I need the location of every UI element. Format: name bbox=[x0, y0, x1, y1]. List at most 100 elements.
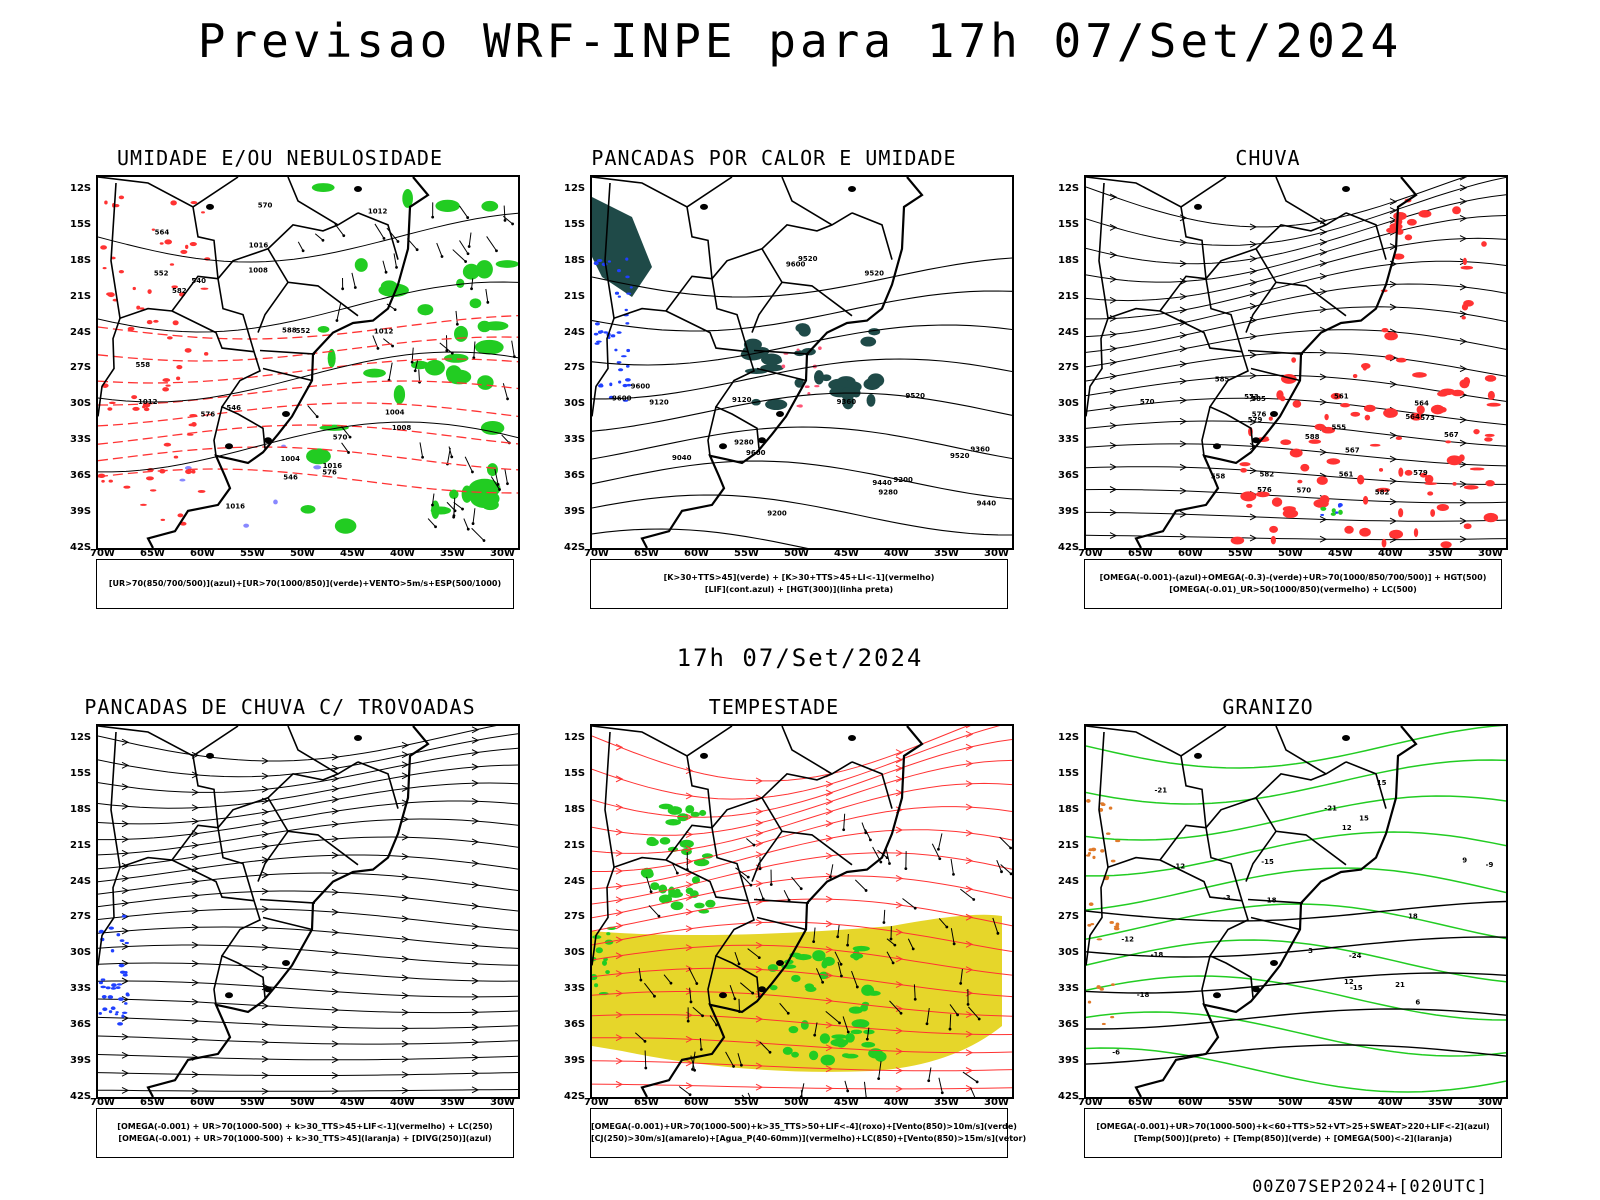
shaded-cell bbox=[102, 267, 107, 270]
wind-vector bbox=[414, 360, 419, 371]
y-tick-label: 39S bbox=[70, 506, 92, 518]
wind-vector bbox=[737, 1053, 742, 1066]
streamline bbox=[98, 764, 518, 809]
border-line bbox=[110, 731, 173, 869]
shaded-cell bbox=[317, 326, 330, 333]
wind-vector-head bbox=[977, 1017, 981, 1021]
wind-vector-head bbox=[893, 943, 897, 947]
wind-vector-head bbox=[452, 515, 456, 519]
contour-label: -21 bbox=[1324, 804, 1337, 812]
shaded-cell bbox=[1452, 481, 1457, 486]
streamline-arrow bbox=[121, 761, 130, 769]
shaded-cell bbox=[197, 489, 206, 493]
shaded-cell bbox=[646, 836, 657, 844]
wind-vector bbox=[473, 341, 476, 358]
map-chuva[interactable]: 588 585 582 579 576 573 570 567 564 561 558 555 576 5… bbox=[1084, 175, 1508, 550]
wind-vector bbox=[644, 1050, 647, 1069]
streamline-arrow bbox=[331, 1023, 340, 1031]
streamline-arrow bbox=[895, 826, 904, 834]
x-tick-label: 50W bbox=[290, 548, 315, 559]
shaded-cell bbox=[685, 805, 695, 814]
panel-title: PANCADAS POR CALOR E UMIDADE bbox=[591, 146, 957, 170]
streamline-arrow bbox=[1389, 380, 1398, 388]
wind-vector bbox=[1000, 864, 1012, 875]
contour-line bbox=[592, 426, 1012, 460]
streamline-arrow bbox=[1249, 394, 1258, 402]
wind-vector bbox=[885, 848, 890, 864]
contour-line bbox=[592, 528, 809, 548]
map-tempestade[interactable] bbox=[590, 724, 1014, 1099]
streamline-arrow bbox=[401, 1040, 410, 1048]
streamline bbox=[1086, 534, 1506, 541]
contour-label: 546 bbox=[283, 473, 298, 481]
streamline-arrow bbox=[191, 841, 200, 849]
streamline-arrow bbox=[965, 1067, 974, 1074]
contour-label: -15 bbox=[1350, 984, 1363, 992]
streamline-arrow bbox=[401, 1087, 410, 1094]
wind-vector-head bbox=[669, 981, 673, 985]
streamline-arrow bbox=[1249, 302, 1258, 310]
streamline bbox=[98, 854, 518, 883]
wind-vector-head bbox=[966, 1002, 970, 1006]
map-granizo[interactable]: -3 -6 -9 -12 -15 -18 -21 -12 -15 -18 -21 -24 3 6 9 12 15… bbox=[1084, 724, 1508, 1099]
streamline-arrow bbox=[191, 998, 200, 1006]
contour-label: 1012 bbox=[374, 327, 394, 335]
contour-line bbox=[1086, 867, 1506, 911]
map-pancadas-calor[interactable]: 9520 9600 9600 9600 9520 9440 9520 9360 9440 9280… bbox=[590, 175, 1014, 550]
y-tick-label: 21S bbox=[70, 839, 92, 851]
wind-vector-head bbox=[864, 889, 868, 892]
wind-vector-head bbox=[1000, 870, 1003, 874]
shaded-cell bbox=[1350, 411, 1361, 417]
streamline-arrow bbox=[121, 913, 130, 920]
streamline-arrow bbox=[471, 726, 480, 734]
streamline-arrow bbox=[965, 857, 974, 865]
map-trovoadas[interactable] bbox=[96, 724, 520, 1099]
border-line bbox=[1086, 177, 1254, 449]
y-tick-label: 21S bbox=[70, 290, 92, 302]
coastline bbox=[640, 726, 924, 1097]
streamline-arrow bbox=[261, 819, 270, 827]
streamline-arrow bbox=[401, 1071, 410, 1079]
wind-vector-head bbox=[466, 252, 470, 256]
border-line bbox=[357, 212, 399, 260]
streamline-arrow bbox=[825, 895, 834, 903]
shaded-cell bbox=[1108, 806, 1113, 810]
map-umidade[interactable]: 1004 1008 1012 1016 1012 1008 1004 1016 576 570 56… bbox=[96, 175, 520, 550]
y-tick-label: 30S bbox=[564, 947, 586, 959]
lake bbox=[225, 443, 233, 450]
streamline-arrow bbox=[1109, 193, 1118, 201]
streamline-arrow bbox=[1249, 255, 1258, 263]
strong-wind-850 bbox=[767, 945, 887, 1066]
wind-vector-head bbox=[836, 935, 840, 939]
shaded-cell bbox=[592, 973, 598, 981]
contour-label: 582 bbox=[1260, 470, 1275, 478]
wind-vector bbox=[692, 1051, 696, 1070]
y-tick-label: 36S bbox=[564, 1019, 586, 1031]
shaded-cell bbox=[110, 987, 117, 990]
streamline-arrow bbox=[471, 736, 480, 744]
shaded-cell bbox=[626, 292, 632, 295]
streamline-arrow bbox=[965, 885, 974, 893]
shaded-cell bbox=[139, 307, 145, 310]
shaded-cell bbox=[110, 1006, 116, 1011]
contour-label: 588 bbox=[282, 326, 297, 334]
wind-vector-head bbox=[769, 883, 773, 886]
shaded-cell bbox=[1485, 480, 1495, 487]
wind-vector bbox=[452, 249, 466, 262]
streamline-arrow bbox=[331, 775, 340, 783]
streamline-arrow bbox=[615, 952, 624, 960]
wind-vector-head bbox=[495, 249, 498, 253]
wind-vector bbox=[663, 974, 672, 984]
streamline-arrow bbox=[1319, 259, 1328, 267]
shaded-cell bbox=[1395, 436, 1403, 441]
wind-vector bbox=[314, 233, 324, 241]
streamline-arrow bbox=[1179, 331, 1188, 339]
border-line bbox=[1345, 212, 1387, 260]
x-tick-label: 50W bbox=[290, 1097, 315, 1108]
streamline bbox=[98, 1089, 518, 1092]
streamline-arrow bbox=[401, 915, 410, 923]
y-tick-label: 12S bbox=[70, 731, 92, 743]
wind-vector bbox=[960, 969, 963, 984]
x-tick-label: 60W bbox=[684, 1097, 709, 1108]
y-tick-label: 27S bbox=[70, 911, 92, 923]
